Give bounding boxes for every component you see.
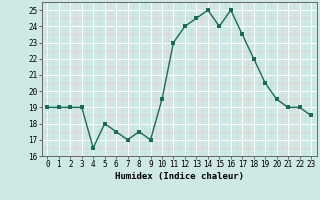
X-axis label: Humidex (Indice chaleur): Humidex (Indice chaleur) xyxy=(115,172,244,181)
